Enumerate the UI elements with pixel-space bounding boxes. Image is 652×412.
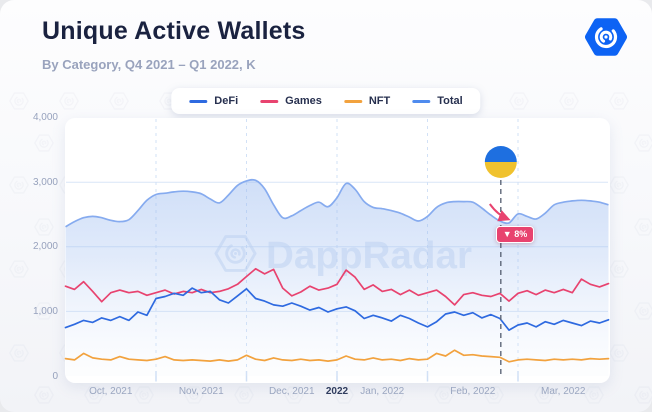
legend-label: Games [285, 95, 322, 107]
x-axis-label: Mar, 2022 [541, 386, 586, 397]
dappradar-logo-icon [582, 12, 630, 62]
page-title: Unique Active Wallets [42, 17, 306, 45]
y-axis-label: 2,000 [32, 241, 58, 253]
legend-swatch [260, 99, 279, 103]
legend-label: Total [437, 95, 463, 107]
legend-swatch [189, 99, 208, 103]
y-axis-label: 0 [52, 370, 58, 382]
legend-item-defi[interactable]: DeFi [189, 95, 238, 107]
y-axis-label: 1,000 [32, 305, 58, 317]
page-subtitle: By Category, Q4 2021 – Q1 2022, K [42, 57, 256, 72]
x-axis-label: Oct, 2021 [89, 386, 133, 397]
legend-swatch [343, 99, 362, 103]
legend-item-games[interactable]: Games [260, 95, 322, 107]
badge-label: ▼ 8% [502, 229, 528, 239]
legend-item-total[interactable]: Total [412, 95, 463, 107]
legend-label: NFT [368, 95, 391, 107]
x-axis-label: Feb, 2022 [450, 386, 496, 397]
drop-percentage-badge: ▼ 8% [495, 226, 535, 243]
legend-label: DeFi [214, 95, 239, 107]
legend-swatch [412, 99, 431, 103]
plot-panel [65, 118, 610, 383]
y-axis-label: 4,000 [32, 112, 58, 124]
y-axis-label: 3,000 [32, 176, 58, 188]
legend-item-nft[interactable]: NFT [343, 95, 391, 107]
x-axis-label: Jan, 2022 [360, 386, 405, 397]
chart-legend: DeFi Games NFT Total [171, 88, 481, 114]
x-axis-label: 2022 [325, 386, 349, 397]
x-axis-label: Nov, 2021 [178, 386, 224, 397]
x-axis-label: Dec, 2021 [268, 386, 315, 397]
